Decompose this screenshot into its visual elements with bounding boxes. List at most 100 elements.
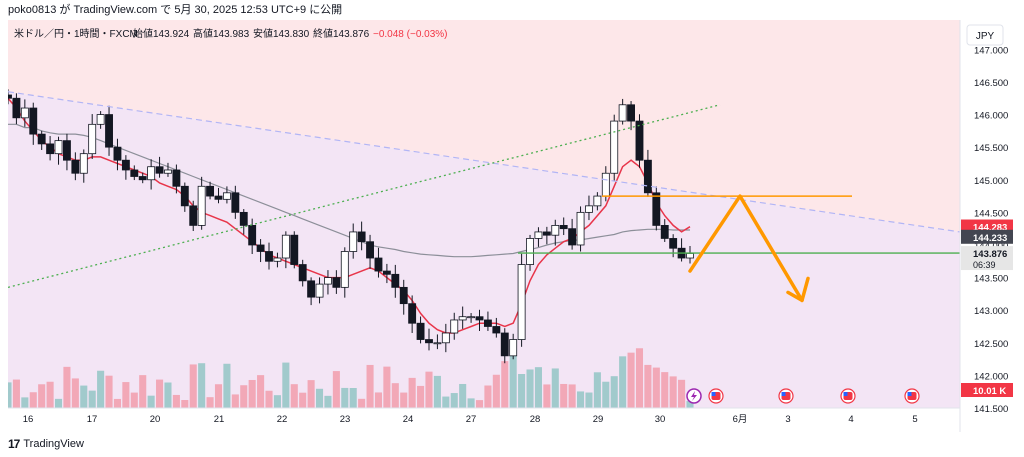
volume-bar [240,385,248,408]
candle [433,334,442,350]
candle [332,270,341,294]
price-chart[interactable]: 147.000 146.500 146.000 145.500 145.000 144.5… [0,20,1024,432]
candle [324,270,332,295]
volume-bar [324,395,332,408]
us-flag-event-icon[interactable] [904,388,920,404]
candle-body [88,123,97,155]
volume-bar [265,390,273,408]
volume-bar [408,377,416,408]
volume-bar [635,348,644,408]
downtrend-line[interactable] [8,91,960,233]
candle-body [281,234,290,259]
candle [509,333,518,360]
candle [492,317,501,338]
header-suffix: に公開 [309,4,343,16]
site-name[interactable]: TradingView.com [73,4,158,16]
candle [121,155,130,180]
volume-label-box [961,383,1013,397]
candle-body [273,257,282,262]
volume-bar [172,394,180,408]
y-tick-label: 146.500 [974,78,1008,89]
author-name[interactable]: poko0813 [8,4,57,16]
candle [408,295,417,333]
y-tick-label: 142.500 [974,339,1008,350]
publish-date: 5月 30, 2025 12:53 UTC+9 [174,4,307,16]
candle [399,279,408,315]
candle-body [121,159,130,171]
candle-body [239,211,248,226]
candle [189,200,198,231]
candle-body [71,159,80,174]
candle-body [441,332,450,344]
candle [349,223,358,259]
volume-bar [29,392,37,408]
volume-bar [509,348,517,408]
us-flag-event-icon[interactable] [840,388,856,404]
candle-body [408,303,417,324]
candle [517,253,526,347]
candle-body [542,231,551,236]
candle-body [576,211,585,246]
volume-bar [433,375,441,408]
countdown-label: 06:39 [973,260,996,270]
candle [593,192,602,211]
volume-bar [374,392,383,408]
volume-bar [475,400,484,408]
candle-body [483,319,492,327]
candle [307,277,316,306]
candle-body [180,185,189,207]
lightning-icon[interactable] [686,388,702,404]
volume-bar [551,368,559,408]
volume-bar [12,379,20,408]
volume-bar [644,364,652,408]
volume-bar [518,374,526,408]
volume-bar [223,363,231,408]
candle [568,218,577,250]
candle [172,164,181,194]
volume-bar [391,383,399,408]
volume-bar [122,382,130,408]
candle-body [79,153,88,174]
candle-body [585,205,593,213]
volume-bar [585,392,593,408]
tradingview-logo[interactable]: 17 TradingView [8,437,84,451]
y-tick-label: 142.000 [974,371,1008,382]
candle-body [517,264,526,340]
volume-bar [358,398,366,408]
volume-bar [181,399,189,408]
currency-label: JPY [976,31,995,42]
us-flag-event-icon[interactable] [708,388,724,404]
volume-bar [21,397,29,408]
candle-body [601,172,610,197]
candle-body [391,273,400,288]
candle [551,219,560,246]
header-particle: が [59,4,71,16]
x-tick-label: 23 [340,414,351,425]
candle [450,312,459,340]
candle-body [307,280,316,298]
candle-body [399,286,408,305]
volume-bar [156,379,164,408]
volume-bar [273,395,281,408]
candle-body [568,228,577,246]
volume-bar [8,382,12,408]
currency-button[interactable] [966,24,1004,46]
candle [635,114,644,168]
candle [12,93,21,125]
candle [29,102,38,145]
volume-bar [400,392,408,408]
candle-body [382,270,391,275]
projection-arrow[interactable] [688,194,804,303]
candle-body [130,169,139,177]
x-tick-label: 24 [403,414,414,425]
us-flag-event-icon[interactable] [778,388,794,404]
candle [222,186,231,204]
lightning-icon-bolt [691,391,697,401]
candle-body [635,120,644,161]
candle [458,306,467,329]
projection-arrow-head[interactable] [786,276,810,303]
volume-bars [8,348,694,408]
candle [618,98,627,125]
x-tick-label: 4 [848,414,853,425]
candle [357,221,366,251]
